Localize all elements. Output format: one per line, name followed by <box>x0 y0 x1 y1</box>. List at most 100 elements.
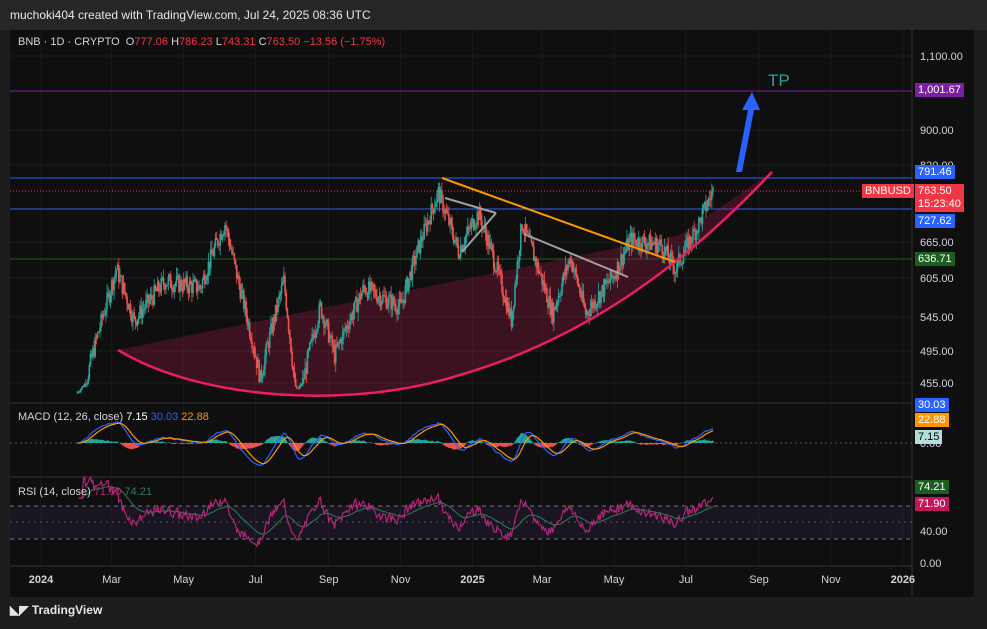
macd-histogram-bar <box>501 443 503 447</box>
macd-histogram-bar <box>485 443 488 445</box>
candle-body <box>362 285 364 294</box>
candle-body <box>624 249 627 252</box>
candle-body <box>404 285 407 304</box>
candle-body <box>425 223 428 232</box>
candle-body <box>573 270 575 273</box>
macd-histogram-bar <box>276 436 278 443</box>
macd-histogram-bar <box>569 438 572 443</box>
macd-histogram-bar <box>315 438 317 443</box>
candle-body <box>409 271 411 279</box>
macd-histogram-bar <box>516 437 519 443</box>
candle-body <box>247 322 250 325</box>
candle-body <box>101 314 104 319</box>
candle-body <box>121 275 124 294</box>
candle-body <box>657 242 660 245</box>
candle-body <box>134 316 137 322</box>
candle-body <box>576 275 579 284</box>
candle-body <box>274 305 277 323</box>
candle-body <box>156 281 159 292</box>
macd-histogram-bar <box>462 443 464 447</box>
candle-body <box>393 304 396 306</box>
candle-body <box>255 357 258 369</box>
candle-body <box>283 275 285 283</box>
candle-body <box>445 209 448 213</box>
candle-body <box>344 329 346 331</box>
candle-body <box>525 223 528 233</box>
candle-body <box>416 245 418 258</box>
macd-histogram-bar <box>434 441 436 443</box>
candle-body <box>290 338 292 353</box>
candle-body <box>154 285 157 290</box>
chart-panel[interactable] <box>10 30 974 597</box>
candle-body <box>125 292 127 297</box>
macd-histogram-bar <box>397 443 399 445</box>
candle-body <box>702 204 705 210</box>
candle-body <box>366 293 369 299</box>
candle-body <box>180 279 183 289</box>
candle-body <box>616 261 619 280</box>
candle-body <box>347 328 350 330</box>
candle-body <box>446 212 449 215</box>
macd-histogram-bar <box>412 439 415 443</box>
candle-body <box>508 302 510 317</box>
candle-body <box>81 386 84 389</box>
macd-histogram-bar <box>627 440 629 443</box>
candle-body <box>372 284 375 290</box>
candle-body <box>230 247 232 249</box>
macd-histogram-bar <box>381 443 383 446</box>
macd-histogram-bar <box>161 441 164 443</box>
candle-body <box>162 277 165 285</box>
time-tick-label: Nov <box>391 574 411 586</box>
candle-body <box>310 339 312 343</box>
candle-body <box>94 337 97 357</box>
header-text: muchoki404 created with TradingView.com,… <box>10 8 371 22</box>
candle-body <box>272 317 275 334</box>
candle-body <box>248 322 251 337</box>
macd-histogram-bar <box>708 440 711 443</box>
candle-body <box>263 370 265 376</box>
candle-body <box>411 258 414 280</box>
candle-body <box>296 386 298 389</box>
macd-histogram-bar <box>253 443 256 448</box>
macd-histogram-bar <box>551 443 554 447</box>
rsi-label: RSI (14, close) <box>18 486 91 498</box>
candle-body <box>130 316 133 323</box>
candle-body <box>186 276 188 289</box>
candle-body <box>708 198 711 200</box>
macd-value: 30.03 <box>150 411 179 423</box>
macd-histogram-bar <box>272 436 274 443</box>
macd-histogram-bar <box>271 436 273 443</box>
macd-histogram-bar <box>445 443 448 447</box>
candle-body <box>320 302 323 318</box>
macd-histogram-bar <box>507 443 509 447</box>
time-tick-label: May <box>604 574 625 586</box>
macd-tag: 30.03 <box>915 398 949 412</box>
candle-body <box>538 273 541 275</box>
candle-body <box>147 294 150 304</box>
candle-body <box>488 234 490 249</box>
macd-histogram-bar <box>656 443 659 445</box>
macd-histogram-bar <box>640 443 642 445</box>
candle-body <box>323 316 325 328</box>
candle-body <box>661 245 664 256</box>
macd-histogram-bar <box>90 439 93 443</box>
candle-body <box>461 245 463 252</box>
candle-body <box>645 243 647 250</box>
candle-body <box>294 378 297 387</box>
candle-body <box>179 279 181 292</box>
macd-histogram-bar <box>458 443 461 450</box>
candle-body <box>558 295 561 297</box>
candle-body <box>264 355 266 371</box>
candle-body <box>268 332 271 348</box>
macd-histogram-bar <box>502 443 504 447</box>
macd-histogram-bar <box>158 441 160 443</box>
macd-histogram-bar <box>498 443 501 447</box>
tradingview-logo[interactable]: ◣◤ TradingView <box>10 603 102 617</box>
macd-histogram-bar <box>550 443 553 447</box>
candle-body <box>501 274 503 293</box>
macd-histogram-bar <box>96 439 99 443</box>
triangle-small-1 <box>444 197 497 214</box>
macd-histogram-bar <box>153 441 155 443</box>
candle-body <box>378 295 381 299</box>
